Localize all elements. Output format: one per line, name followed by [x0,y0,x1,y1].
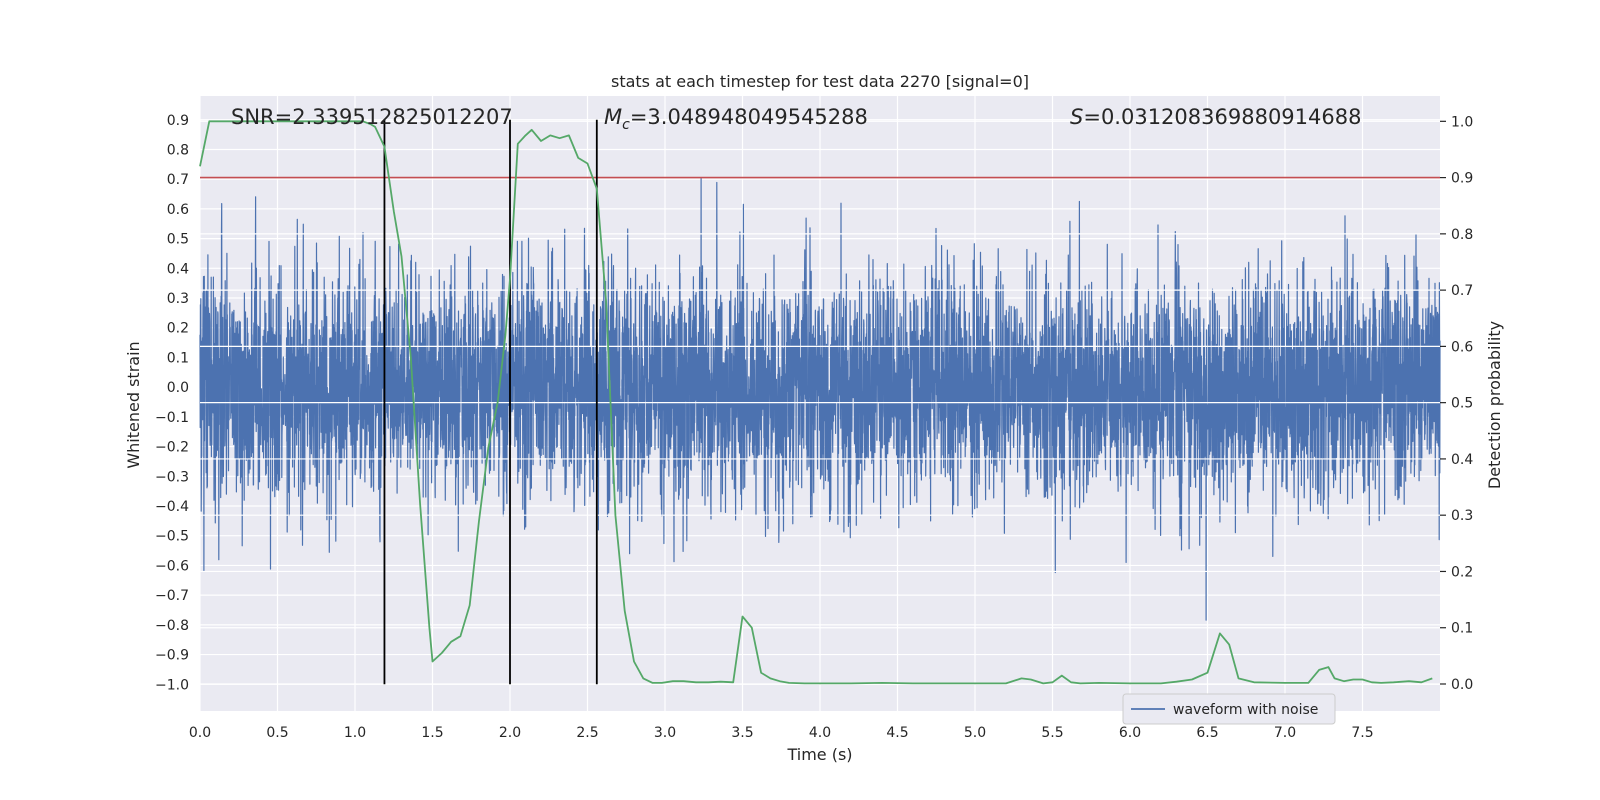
x-tick-label: 6.0 [1119,725,1141,741]
y-tick-label: 0.6 [167,202,189,218]
x-tick-label: 2.5 [576,725,598,741]
x-tick-label: 2.0 [499,725,521,741]
chirp-mass-annotation: Mc=3.048948049545288 [604,105,868,133]
y-tick-label: 0.2 [167,321,189,337]
y2-tick-label: 0.4 [1451,452,1473,468]
y-tick-label: 0.0 [167,380,189,396]
s-symbol: S [1070,105,1083,129]
chirp-mass-subscript: c [622,117,630,133]
legend: waveform with noise [1122,693,1336,725]
y-tick-label: 0.4 [167,261,189,277]
y2-axis-label: Detection probability [1485,321,1504,489]
overlay [199,119,1440,685]
y2-tick-label: 0.9 [1451,171,1473,187]
y-tick-label: 0.9 [167,113,189,129]
probability-line [199,120,1433,685]
y2-tick-label: 0.2 [1451,564,1473,580]
y-tick-label: −0.7 [155,588,189,604]
y2-tick-label: 0.8 [1451,227,1473,243]
x-tick-label: 4.5 [886,725,908,741]
waveform-series [199,177,1441,621]
legend-box [1122,693,1336,725]
y2-tick-label: 0.0 [1451,677,1473,693]
y2-tick-label: 0.3 [1451,508,1473,524]
y2-ticks: 1.0 0.9 0.8 0.7 0.6 0.5 0.4 0.3 0.2 0.1 0.0 [1440,114,1473,693]
y-tick-label: −0.3 [155,469,189,485]
y-ticks: 0.9 0.8 0.7 0.6 0.5 0.4 0.3 0.2 0.1 0.0 −0.1 −0.2 −0… [155,113,189,693]
s-value: =0.031208369880914688 [1083,105,1361,129]
x-axis-label: Time (s) [786,745,852,764]
x-tick-label: 3.0 [654,725,676,741]
x-tick-label: 1.5 [421,725,443,741]
legend-label: waveform with noise [1173,702,1318,718]
y2-tick-label: 0.7 [1451,283,1473,299]
y-tick-label: −0.2 [155,440,189,456]
y-tick-label: 0.3 [167,291,189,307]
s-annotation: S=0.031208369880914688 [1070,105,1361,129]
y-tick-label: −0.6 [155,558,189,574]
y-tick-label: −1.0 [155,677,189,693]
y-axis-label: Whitened strain [124,341,143,468]
y-tick-label: −0.4 [155,499,189,515]
y-tick-label: −0.5 [155,529,189,545]
x-tick-label: 3.5 [731,725,753,741]
x-tick-label: 1.0 [344,725,366,741]
y-tick-label: 0.1 [167,350,189,366]
y-tick-label: −0.1 [155,410,189,426]
y2-tick-label: 0.6 [1451,339,1473,355]
y-tick-label: −0.8 [155,618,189,634]
chirp-mass-value: =3.048948049545288 [630,105,868,129]
x-tick-label: 5.0 [964,725,986,741]
x-tick-label: 5.5 [1041,725,1063,741]
x-tick-label: 4.0 [809,725,831,741]
x-tick-label: 0.0 [189,725,211,741]
y-tick-label: 0.8 [167,142,189,158]
y-tick-label: 0.7 [167,172,189,188]
y-tick-label: 0.5 [167,232,189,248]
x-tick-label: 6.5 [1196,725,1218,741]
chirp-mass-symbol: M [604,105,622,129]
snr-annotation: SNR=2.339512825012207 [231,105,513,129]
x-tick-label: 7.5 [1351,725,1373,741]
x-ticks: 0.0 0.5 1.0 1.5 2.0 2.5 3.0 3.5 4.0 4.5 5.0 5.5 6.0 6… [189,725,1374,741]
y2-tick-label: 0.1 [1451,621,1473,637]
waveform-line [199,177,1441,621]
x-tick-label: 0.5 [266,725,288,741]
y2-tick-label: 1.0 [1451,114,1473,130]
y-tick-label: −0.9 [155,648,189,664]
chart-title: stats at each timestep for test data 227… [611,72,1029,91]
y2-tick-label: 0.5 [1451,396,1473,412]
x-tick-label: 7.0 [1274,725,1296,741]
